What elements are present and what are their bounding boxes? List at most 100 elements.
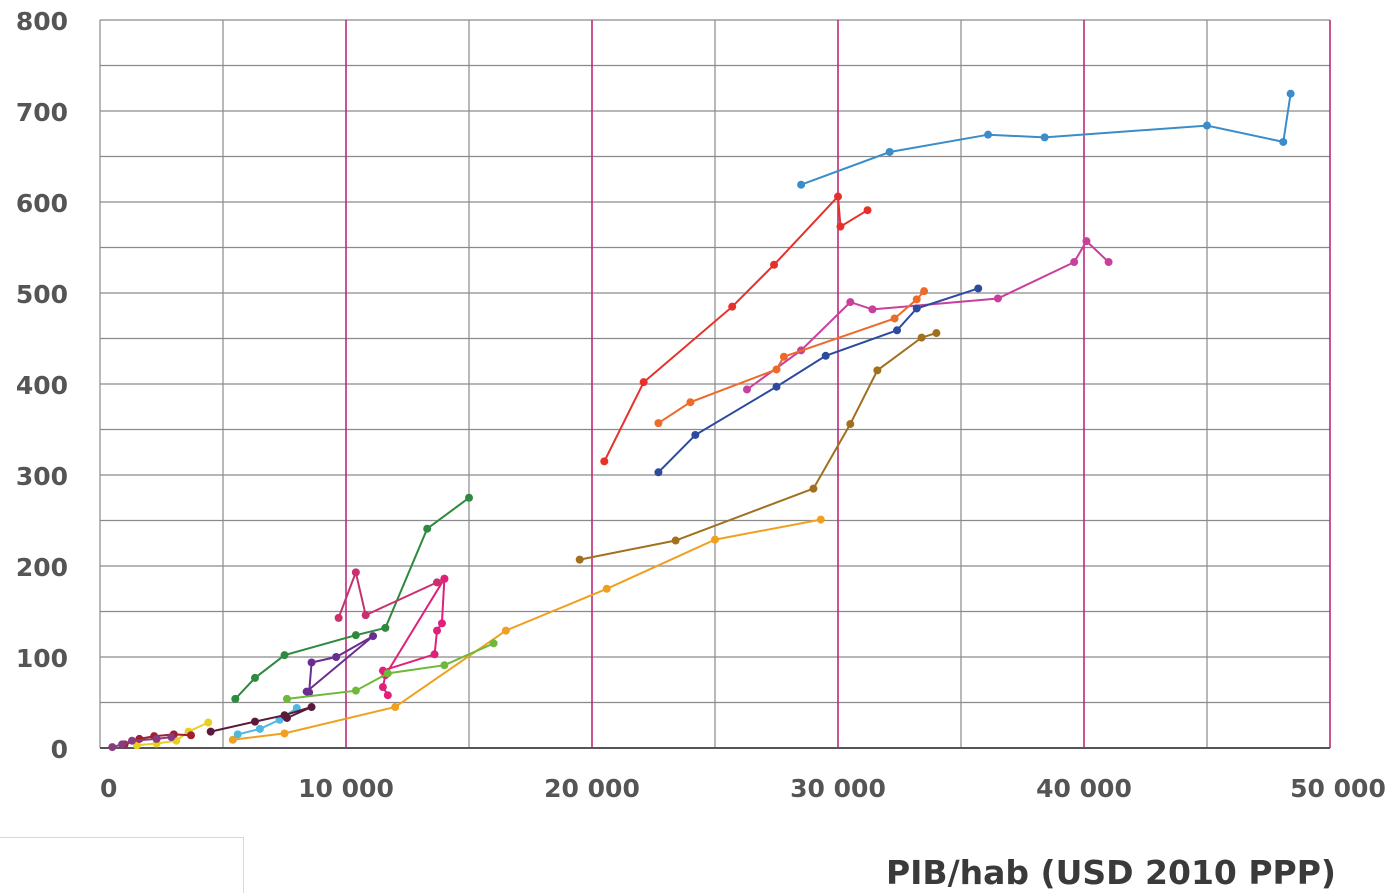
data-point <box>893 326 902 335</box>
data-point <box>383 691 392 700</box>
data-point <box>369 632 378 641</box>
series-group <box>654 287 929 428</box>
data-point <box>1082 237 1091 246</box>
data-point <box>671 536 680 545</box>
data-point <box>433 578 442 587</box>
data-point <box>920 287 929 296</box>
data-point <box>440 661 449 670</box>
data-point <box>1203 121 1211 130</box>
series-group <box>302 632 378 697</box>
data-point <box>1070 258 1079 267</box>
x-tick-label: 50 000 <box>1290 774 1386 803</box>
y-tick-label: 800 <box>16 7 68 36</box>
data-point <box>378 683 387 692</box>
data-point <box>302 687 311 696</box>
tick-labels: 0 100 200 300 400 500 600 700 800 0 10 000 20 000 30… <box>16 7 1386 803</box>
data-point <box>846 298 855 307</box>
data-point <box>250 673 259 682</box>
y-tick-label: 500 <box>16 280 68 309</box>
data-point <box>846 420 855 429</box>
series-line <box>381 578 446 696</box>
series-line <box>657 287 979 474</box>
data-point <box>797 180 806 189</box>
data-point <box>639 378 648 387</box>
data-point <box>834 192 842 201</box>
data-point <box>742 385 751 394</box>
data-point <box>152 734 161 743</box>
series-group <box>654 284 983 477</box>
data-point <box>351 686 360 695</box>
data-point <box>233 730 242 739</box>
data-point <box>282 694 291 703</box>
series-group <box>231 493 473 703</box>
data-point <box>280 729 289 738</box>
legend-frame <box>0 837 244 893</box>
data-point <box>654 468 663 477</box>
data-point <box>351 631 360 640</box>
data-point <box>1104 258 1113 267</box>
series-group <box>228 515 825 744</box>
data-point <box>917 333 926 342</box>
data-point <box>654 419 663 428</box>
data-point <box>135 734 144 743</box>
series-line <box>603 194 869 462</box>
y-tick-label: 300 <box>16 462 68 491</box>
series-line <box>232 518 821 741</box>
data-point <box>187 731 196 740</box>
data-point <box>691 430 700 439</box>
series-line <box>305 635 374 693</box>
data-point <box>351 568 360 577</box>
data-point <box>779 352 788 361</box>
data-point <box>821 351 830 360</box>
data-point <box>772 382 781 391</box>
data-point <box>993 294 1002 303</box>
data-point <box>836 222 845 231</box>
data-point <box>885 147 894 156</box>
data-point <box>440 574 449 583</box>
data-point <box>912 304 921 313</box>
x-tick-label: 30 000 <box>790 774 886 803</box>
data-point <box>1286 89 1295 98</box>
y-tick-label: 200 <box>16 553 68 582</box>
data-point <box>912 295 921 304</box>
data-point <box>873 366 882 375</box>
data-point <box>433 626 442 635</box>
data-point <box>600 457 609 466</box>
x-axis-title: PIB/hab (USD 2010 PPP) <box>886 853 1336 892</box>
data-point <box>770 260 779 269</box>
data-point <box>602 584 611 593</box>
data-point <box>255 724 264 733</box>
series-group <box>797 89 1295 189</box>
data-point <box>501 626 510 635</box>
data-point <box>868 305 877 314</box>
series-group <box>282 639 498 703</box>
y-tick-label: 600 <box>16 189 68 218</box>
data-point <box>489 639 498 648</box>
data-point <box>423 524 432 533</box>
data-point <box>465 493 473 502</box>
x-tick-label: 40 000 <box>1036 774 1132 803</box>
data-point <box>381 623 390 632</box>
series-group <box>378 574 449 700</box>
x-tick-label: 20 000 <box>544 774 640 803</box>
data-point <box>307 703 316 712</box>
data-point <box>984 130 993 139</box>
series-group <box>233 703 301 739</box>
data-point <box>282 713 291 722</box>
series-group <box>742 237 1113 394</box>
data-point <box>118 740 127 749</box>
series-line <box>579 332 937 561</box>
series-group <box>575 329 941 564</box>
data-point <box>391 703 400 712</box>
data-point <box>1040 133 1049 142</box>
data-point <box>280 651 289 660</box>
data-point <box>809 484 818 493</box>
data-point <box>307 658 316 667</box>
data-point <box>361 611 370 620</box>
data-point <box>575 555 584 564</box>
series-layer <box>108 89 1295 752</box>
data-point <box>711 535 719 544</box>
data-point <box>816 515 825 524</box>
data-point <box>332 653 341 661</box>
x-tick-label: 10 000 <box>298 774 394 803</box>
